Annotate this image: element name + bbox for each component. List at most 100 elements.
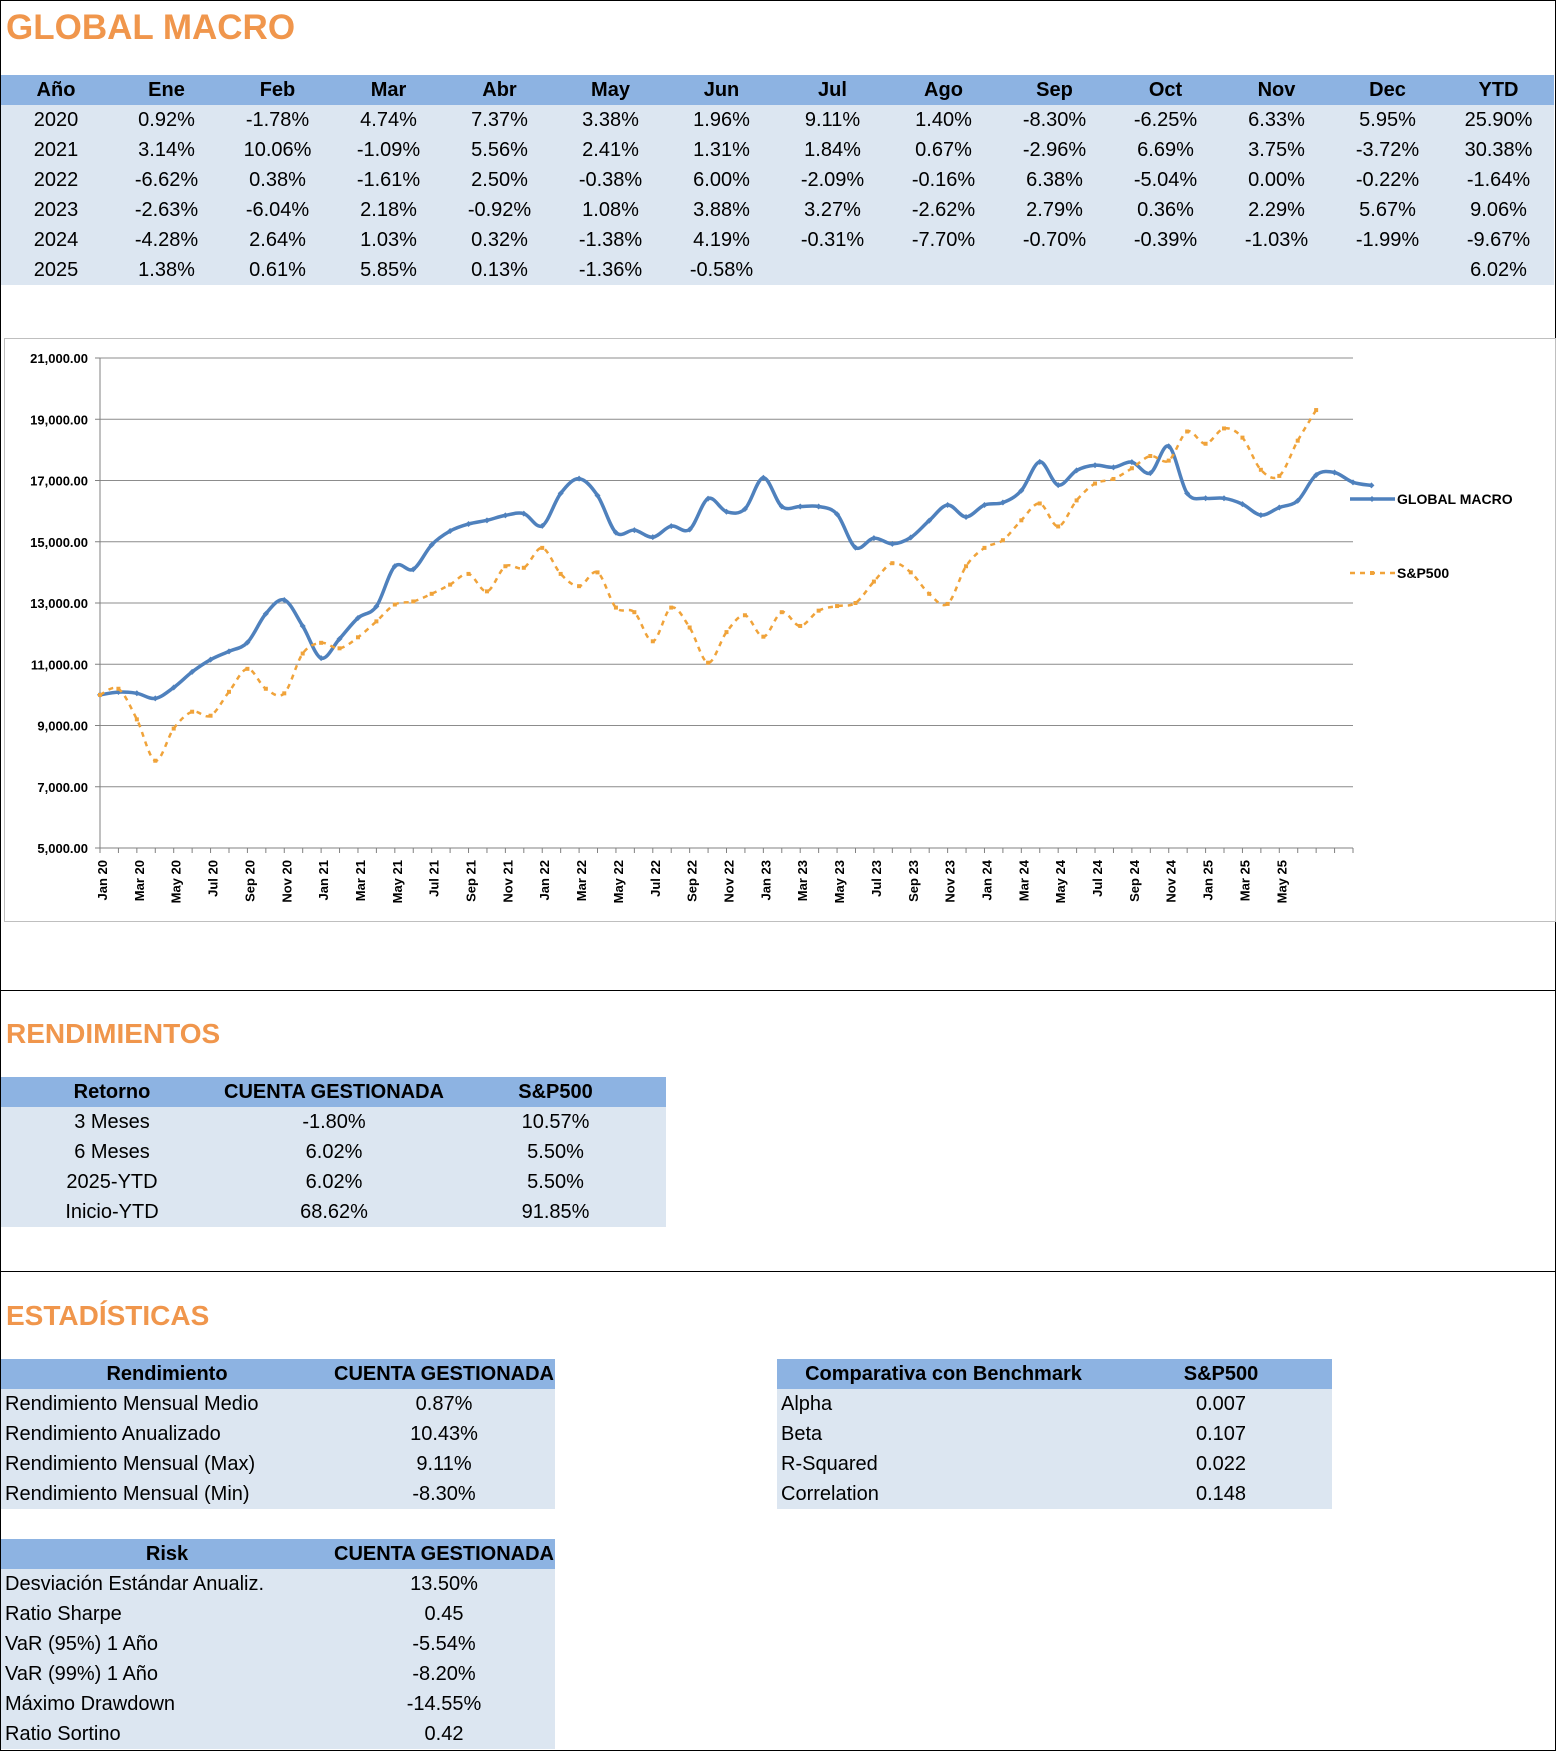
- data-point: [447, 528, 454, 535]
- table-cell: 10.57%: [445, 1107, 666, 1137]
- column-header: Jul: [777, 75, 888, 105]
- table-cell: 10.43%: [333, 1419, 555, 1449]
- data-point: [1093, 481, 1098, 486]
- column-header: Abr: [444, 75, 555, 105]
- data-point: [1331, 469, 1338, 476]
- table-cell: R-Squared: [777, 1449, 1110, 1479]
- table-cell: Rendimiento Mensual Medio: [1, 1389, 333, 1419]
- data-point: [392, 602, 397, 607]
- data-point: [428, 541, 435, 548]
- data-point: [613, 605, 618, 610]
- data-point: [262, 610, 269, 617]
- data-point: [1018, 487, 1025, 494]
- data-point: [964, 564, 969, 569]
- table-row: Correlation 0.148: [777, 1479, 1332, 1509]
- table-cell: -0.58%: [666, 255, 777, 285]
- table-cell: -8.30%: [333, 1479, 555, 1509]
- table-cell: [1110, 255, 1221, 285]
- data-point: [1239, 501, 1246, 508]
- estadisticas-title: ESTADÍSTICAS: [6, 1300, 210, 1331]
- x-tick-label: Nov 24: [1164, 859, 1179, 902]
- y-tick-label: 11,000.00: [31, 657, 88, 672]
- table-cell: 5.85%: [333, 255, 444, 285]
- table-cell: 0.148: [1110, 1479, 1332, 1509]
- table-cell: 0.42: [333, 1719, 555, 1749]
- table-cell: [999, 255, 1110, 285]
- data-point: [1185, 429, 1190, 434]
- table-cell: 6.02%: [223, 1167, 445, 1197]
- data-point: [1313, 471, 1320, 478]
- x-tick-label: Jan 24: [979, 859, 994, 900]
- data-point: [300, 651, 305, 656]
- table-row: 2024 -4.28% 2.64% 1.03% 0.32% -1.38% 4.19% -0.3…: [1, 225, 1554, 255]
- table-cell: 9.11%: [777, 105, 888, 135]
- table-row: Rendimiento Mensual (Min) -8.30%: [1, 1479, 555, 1509]
- series-line-global-macro: [99, 444, 1372, 701]
- data-point: [669, 605, 674, 610]
- x-tick-label: Jul 20: [206, 860, 221, 897]
- x-tick-label: Mar 24: [1016, 859, 1031, 901]
- section-divider-2: [0, 1271, 1556, 1272]
- table-cell: -2.63%: [111, 195, 222, 225]
- table-cell: Ratio Sortino: [1, 1719, 333, 1749]
- table-cell: -0.16%: [888, 165, 999, 195]
- x-tick-label: May 20: [169, 860, 184, 903]
- table-cell: 6.33%: [1221, 105, 1332, 135]
- data-point: [133, 690, 140, 697]
- data-point: [778, 503, 785, 510]
- table-cell: 0.67%: [888, 135, 999, 165]
- data-point: [557, 490, 564, 497]
- table-cell: -1.78%: [222, 105, 333, 135]
- data-point: [631, 527, 638, 534]
- column-header: Mar: [333, 75, 444, 105]
- data-point: [1073, 467, 1080, 474]
- column-header: Nov: [1221, 75, 1332, 105]
- column-header: CUENTA GESTIONADA: [333, 1359, 555, 1389]
- data-point: [521, 565, 526, 570]
- table-cell: -6.04%: [222, 195, 333, 225]
- table-row: 2025 1.38% 0.61% 5.85% 0.13% -1.36% -0.58% 6.02…: [1, 255, 1554, 285]
- table-cell: 5.56%: [444, 135, 555, 165]
- x-tick-label: Nov 21: [500, 860, 515, 903]
- x-tick-label: Nov 23: [943, 860, 958, 903]
- table-cell: -1.64%: [1443, 165, 1554, 195]
- table-row: 2025-YTD 6.02% 5.50%: [1, 1167, 666, 1197]
- data-point: [724, 630, 729, 635]
- x-tick-label: Jul 22: [648, 860, 663, 897]
- table-cell: 6.02%: [223, 1137, 445, 1167]
- data-point: [927, 591, 932, 596]
- table-row: Inicio-YTD 68.62% 91.85%: [1, 1197, 666, 1227]
- table-cell: 2024: [1, 225, 111, 255]
- data-point: [908, 570, 913, 575]
- table-cell: 0.00%: [1221, 165, 1332, 195]
- data-point: [723, 508, 730, 515]
- table-cell: -9.67%: [1443, 225, 1554, 255]
- column-header: Ago: [888, 75, 999, 105]
- data-point: [171, 726, 176, 731]
- table-cell: 4.19%: [666, 225, 777, 255]
- column-header: Retorno: [1, 1077, 223, 1107]
- x-tick-label: Mar 25: [1237, 860, 1252, 901]
- data-point: [760, 474, 767, 481]
- data-point: [705, 495, 712, 502]
- comparativa-header-row: Comparativa con Benchmark S&P500: [777, 1359, 1332, 1389]
- table-cell: 0.007: [1110, 1389, 1332, 1419]
- data-point: [373, 603, 380, 610]
- table-cell: 2023: [1, 195, 111, 225]
- table-cell: Ratio Sharpe: [1, 1599, 333, 1629]
- table-cell: -0.39%: [1110, 225, 1221, 255]
- data-point: [263, 686, 268, 691]
- data-point: [1110, 464, 1117, 471]
- table-cell: 9.11%: [333, 1449, 555, 1479]
- x-tick-label: May 25: [1274, 860, 1289, 903]
- data-point: [963, 513, 970, 520]
- x-tick-label: Jan 22: [537, 860, 552, 900]
- table-cell: 13.50%: [333, 1569, 555, 1599]
- data-point: [576, 475, 583, 482]
- x-tick-label: Nov 22: [722, 860, 737, 903]
- table-cell: 2.18%: [333, 195, 444, 225]
- data-point: [944, 502, 951, 508]
- table-cell: -2.96%: [999, 135, 1110, 165]
- data-point: [134, 717, 139, 722]
- data-point: [282, 691, 287, 696]
